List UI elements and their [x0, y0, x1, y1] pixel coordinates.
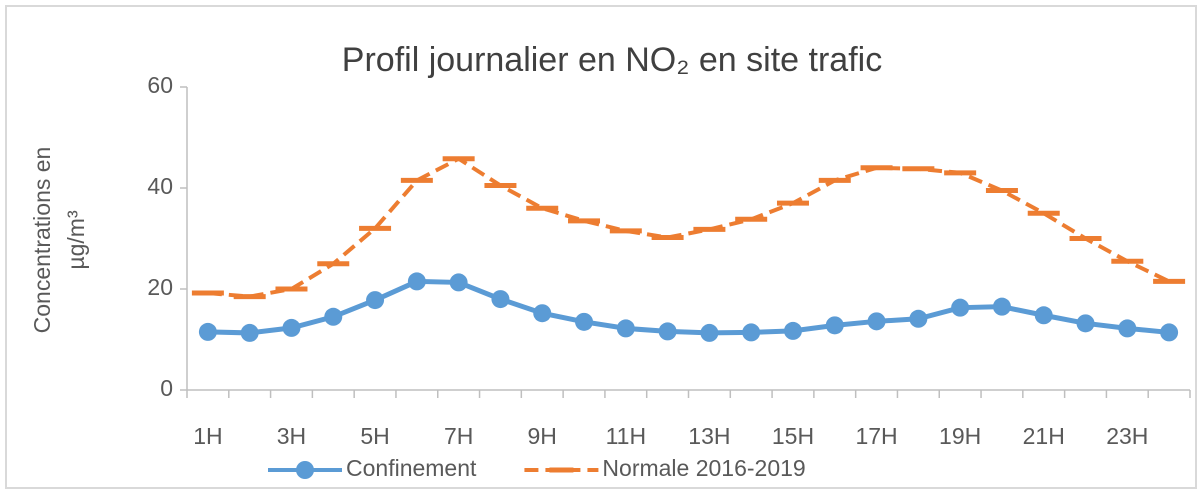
y-axis-label-line: µg/m³ — [63, 210, 89, 270]
data-point — [1160, 323, 1179, 342]
data-point — [575, 312, 594, 331]
data-point — [909, 309, 928, 328]
data-point — [282, 318, 301, 337]
x-tick-label: 11H — [606, 423, 647, 449]
x-tick-label: 7H — [444, 423, 473, 449]
data-point — [783, 321, 802, 340]
data-point — [825, 316, 844, 335]
x-tick-label: 17H — [855, 423, 897, 449]
x-tick-label: 23H — [1106, 423, 1148, 449]
chart-border — [5, 5, 1197, 489]
y-axis-label: Concentrations en µg/m³ — [29, 147, 89, 334]
data-point — [407, 272, 426, 291]
data-point — [658, 322, 677, 341]
y-tick-label: 40 — [147, 173, 173, 199]
data-point — [324, 307, 343, 326]
data-point — [1076, 314, 1095, 333]
data-point — [992, 297, 1011, 316]
data-point — [491, 290, 510, 309]
data-point — [616, 319, 635, 338]
data-point — [240, 323, 259, 342]
x-tick-label: 9H — [528, 423, 557, 449]
x-tick-label: 21H — [1023, 423, 1065, 449]
y-tick-label: 60 — [147, 72, 173, 98]
y-tick-label: 20 — [147, 274, 173, 300]
legend-label: Normale 2016-2019 — [602, 455, 805, 481]
data-point — [742, 323, 761, 342]
legend-marker — [296, 461, 314, 479]
data-point — [951, 298, 970, 317]
x-tick-label: 13H — [688, 423, 730, 449]
data-point — [1034, 306, 1053, 325]
x-tick-label: 15H — [772, 423, 814, 449]
x-tick-label: 1H — [193, 423, 222, 449]
data-point — [533, 304, 552, 323]
y-tick-label: 0 — [160, 375, 173, 401]
x-tick-label: 3H — [277, 423, 306, 449]
data-point — [449, 273, 468, 292]
data-point — [700, 323, 719, 342]
data-point — [867, 312, 886, 331]
data-point — [1118, 319, 1137, 338]
x-tick-label: 5H — [360, 423, 389, 449]
data-point — [198, 322, 217, 341]
data-point — [366, 291, 385, 310]
data-line — [207, 156, 1170, 299]
x-tick-label: 19H — [939, 423, 981, 449]
legend-label: Confinement — [346, 455, 477, 481]
chart-title: Profil journalier en NO₂ en site trafic — [342, 41, 882, 79]
y-axis-label-line: Concentrations en — [29, 147, 55, 334]
